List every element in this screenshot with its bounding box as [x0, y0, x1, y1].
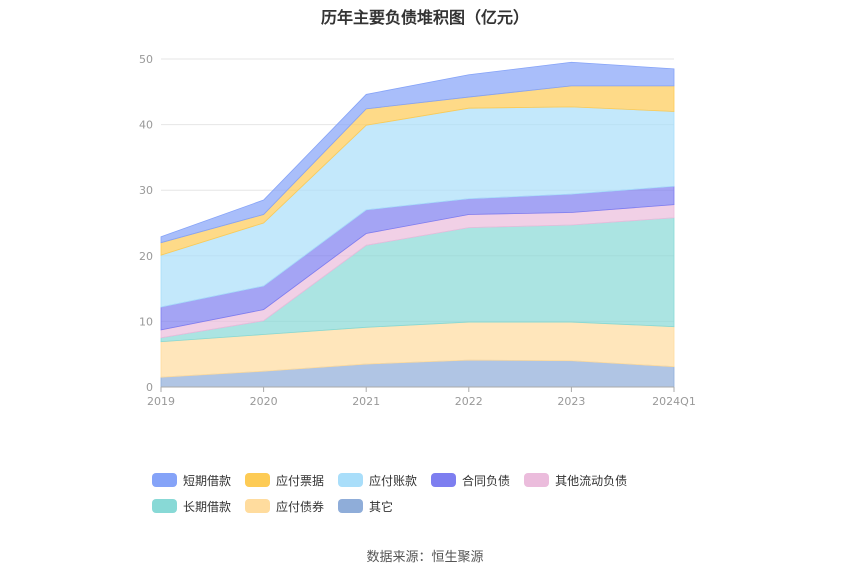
- legend-label: 其它: [369, 499, 394, 514]
- axes: 0 10 20 30 40 50 2019 2020 2021 2022 2023 2024Q1: [139, 53, 696, 408]
- x-tick-label: 2023: [557, 395, 585, 408]
- y-tick-label: 10: [139, 315, 153, 328]
- y-tick-label: 0: [146, 381, 153, 394]
- legend-label: 应付账款: [369, 473, 418, 488]
- legend-label: 长期借款: [183, 499, 232, 514]
- legend-swatch: [245, 473, 271, 487]
- legend-item[interactable]: 应付债券: [245, 498, 324, 514]
- legend-label: 短期借款: [183, 473, 232, 488]
- legend-item[interactable]: 其他流动负债: [524, 472, 627, 488]
- legend-swatch: [152, 473, 177, 487]
- legend-item[interactable]: 应付票据: [245, 472, 324, 488]
- y-tick-label: 30: [139, 184, 153, 197]
- legend: 短期借款 应付票据 应付账款 合同负债 其他流动负债长期借款 应付债券 其它: [152, 472, 712, 514]
- x-tick-label: 2021: [352, 395, 380, 408]
- legend-swatch: [431, 473, 457, 487]
- legend-swatch: [245, 499, 271, 513]
- y-tick-label: 50: [139, 53, 153, 66]
- legend-swatch: [338, 499, 364, 513]
- legend-item[interactable]: 短期借款: [152, 472, 231, 488]
- legend-item[interactable]: 其它: [338, 498, 393, 514]
- legend-item[interactable]: 长期借款: [152, 498, 231, 514]
- legend-label: 应付票据: [276, 473, 325, 488]
- x-tick-label: 2019: [147, 395, 175, 408]
- x-tick-label: 2024Q1: [652, 395, 696, 408]
- legend-item[interactable]: 合同负债: [431, 472, 510, 488]
- chart-title: 历年主要负债堆积图（亿元）: [320, 8, 529, 27]
- legend-label: 合同负债: [462, 473, 511, 488]
- area-短期借款[interactable]: [160, 61, 675, 244]
- legend-label: 其他流动负债: [555, 473, 628, 488]
- legend-label: 应付债券: [276, 499, 325, 514]
- legend-swatch: [152, 499, 177, 513]
- legend-swatch: [524, 473, 550, 487]
- legend-swatch: [338, 473, 364, 487]
- x-tick-label: 2020: [250, 395, 278, 408]
- x-tick-label: 2022: [455, 395, 483, 408]
- y-tick-label: 40: [139, 119, 153, 132]
- legend-item[interactable]: 应付账款: [338, 472, 417, 488]
- y-tick-label: 20: [139, 250, 153, 263]
- data-source-note: 数据来源：恒生聚源: [366, 550, 484, 565]
- area-series: [160, 61, 675, 388]
